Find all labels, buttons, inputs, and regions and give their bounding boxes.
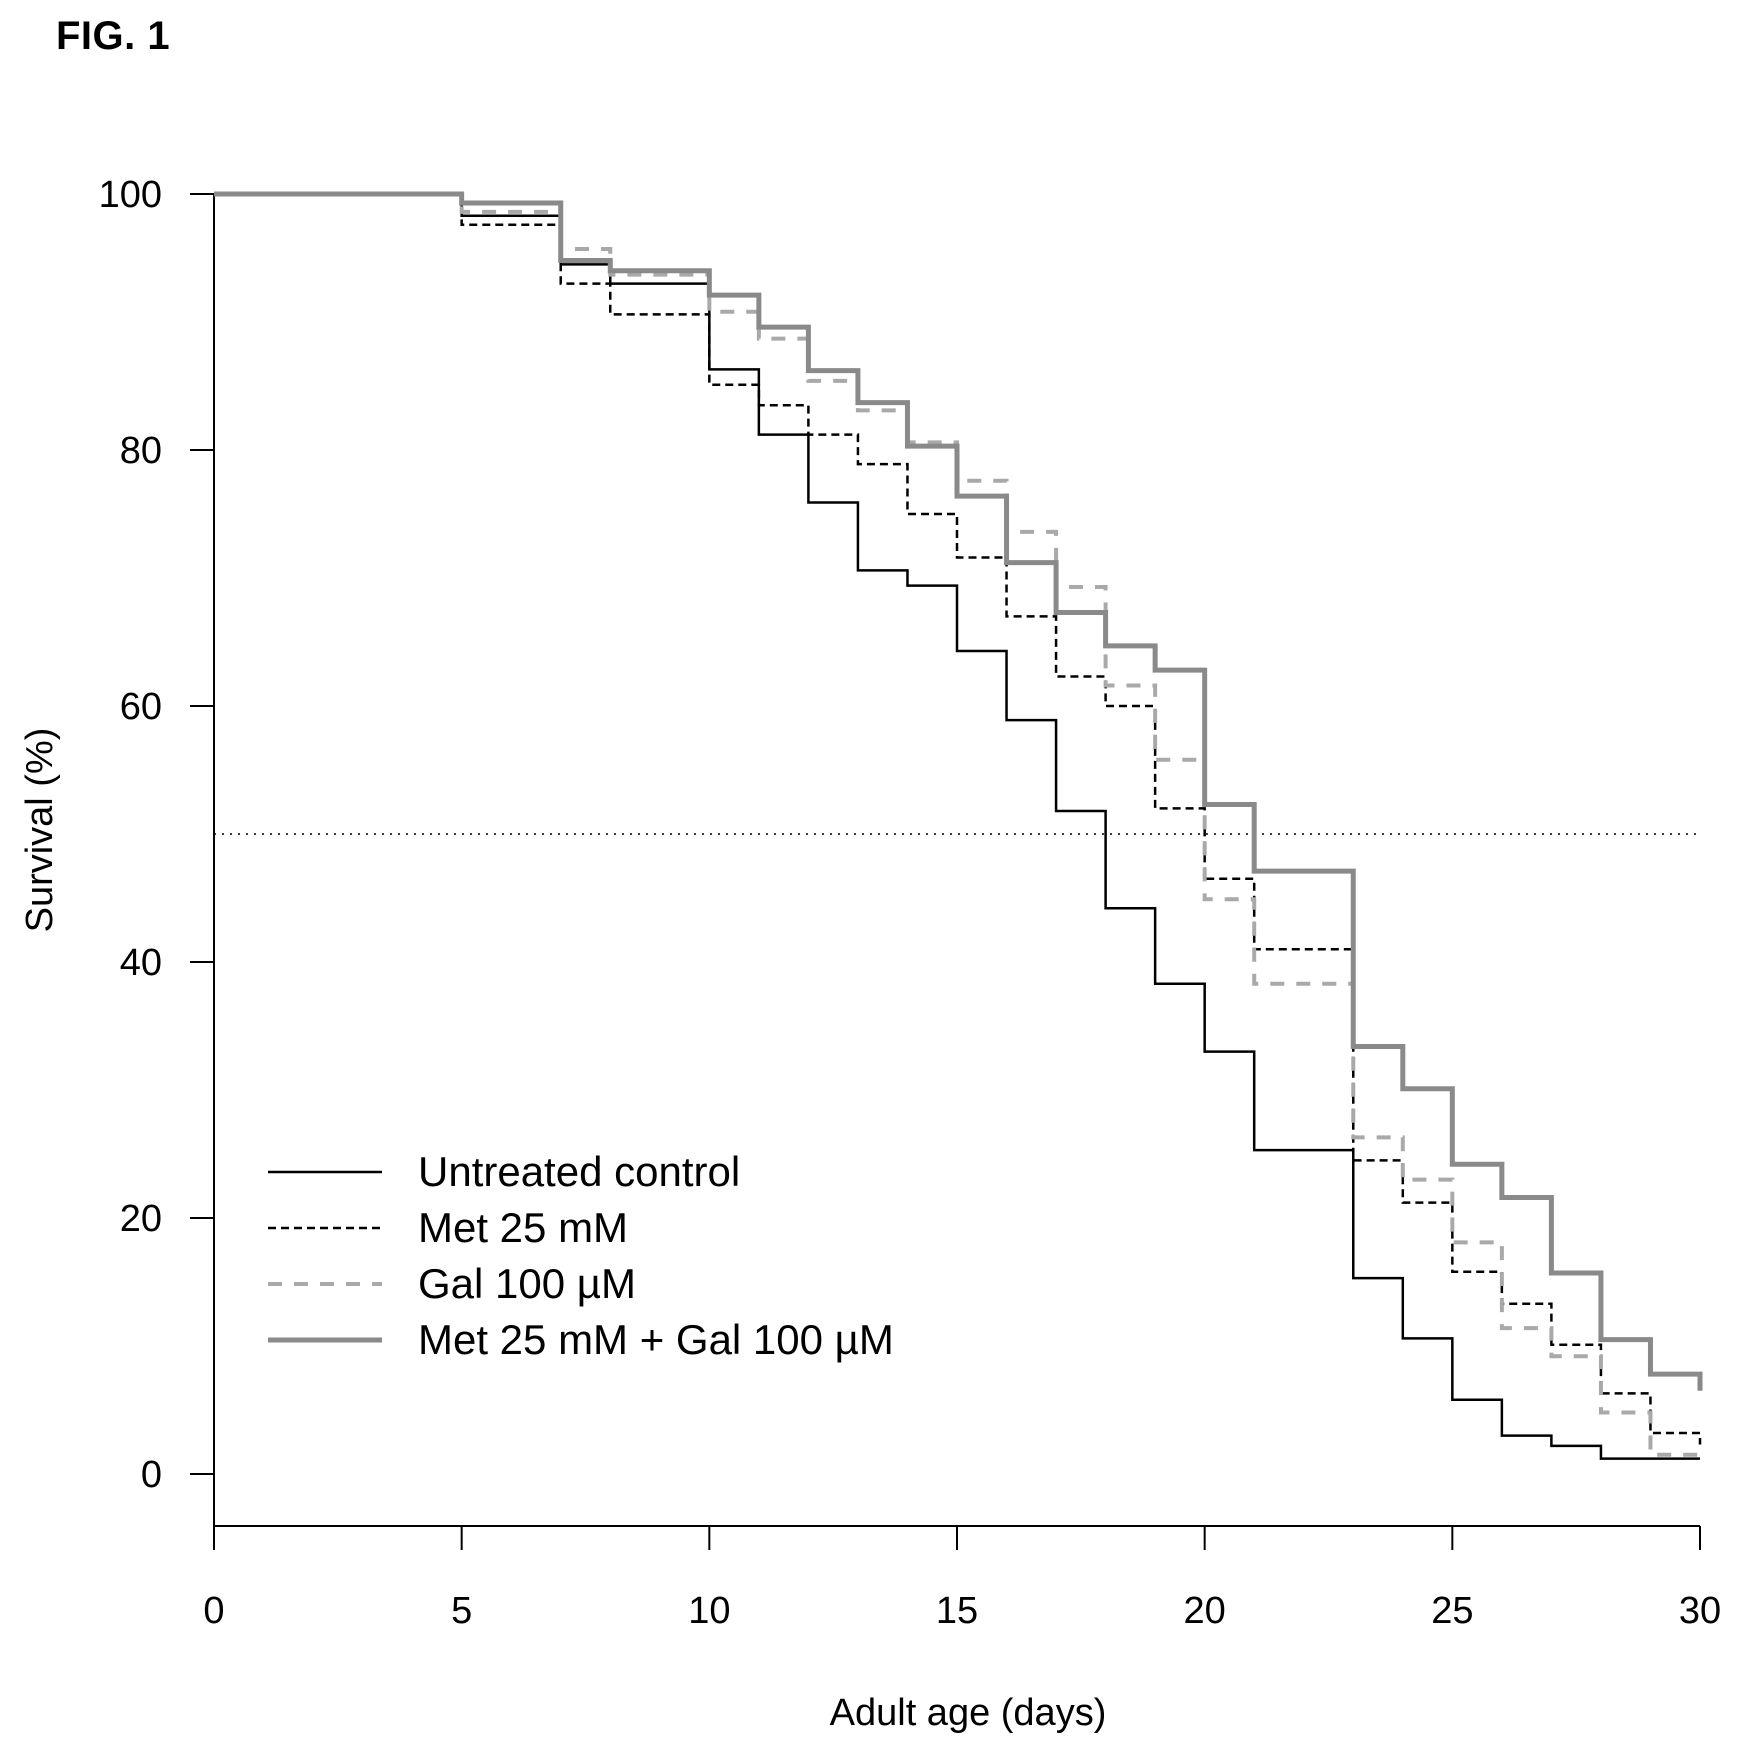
series-line-3: [214, 192, 1700, 1457]
x-tick-label: 20: [1184, 1590, 1226, 1632]
x-axis-title: Adult age (days): [830, 1692, 1107, 1734]
y-tick-label: 80: [120, 430, 162, 472]
legend-label: Gal 100 µM: [418, 1260, 636, 1307]
legend: Untreated control Met 25 mM Gal 100 µM Met …: [268, 1148, 894, 1363]
y-tick-label: 100: [99, 174, 162, 216]
legend-label: Met 25 mM + Gal 100 µM: [418, 1316, 894, 1363]
series-line-4: [214, 191, 1703, 1391]
legend-label: Met 25 mM: [418, 1204, 628, 1251]
series-layer: [214, 191, 1703, 1460]
y-tick-label: 40: [120, 942, 162, 984]
y-tick-label: 60: [120, 686, 162, 728]
x-tick-label: 0: [203, 1590, 224, 1632]
legend-label: Untreated control: [418, 1148, 740, 1195]
x-tick-label: 10: [688, 1590, 730, 1632]
x-tick-label: 5: [451, 1590, 472, 1632]
x-tick-label: 25: [1431, 1590, 1473, 1632]
y-axis-title: Survival (%): [19, 728, 61, 933]
series-line-1: [214, 192, 1700, 1460]
figure-label: FIG. 1: [56, 14, 171, 58]
y-tick-label: 0: [141, 1454, 162, 1496]
x-tick-label: 30: [1679, 1590, 1721, 1632]
x-tick-label: 15: [936, 1590, 978, 1632]
series-line-2: [214, 192, 1702, 1445]
y-tick-label: 20: [120, 1198, 162, 1240]
axes: 0 20 40 60 80 100 0 5 10 15 20 25 30: [99, 174, 1722, 1632]
